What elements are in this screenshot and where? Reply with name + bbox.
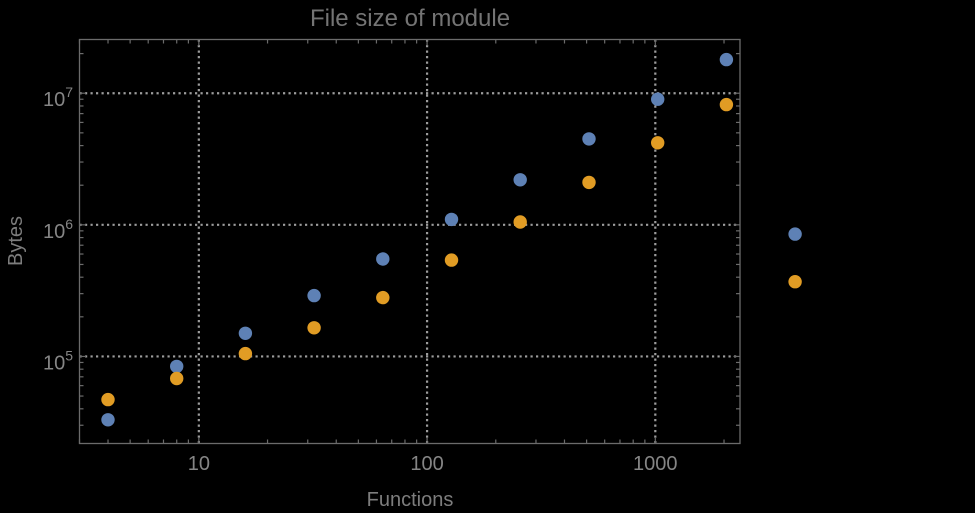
point-orange-16 <box>238 346 253 361</box>
point-orange-2048 <box>719 97 734 112</box>
point-blue-4 <box>101 413 115 427</box>
y-axis-label: Bytes <box>5 216 27 266</box>
point-orange-32 <box>307 321 321 335</box>
point-blue-16 <box>238 326 253 340</box>
y-tick-label: 106 <box>43 216 73 243</box>
x-tick-label: 10 <box>188 453 210 475</box>
x-axis-label: Functions <box>367 489 454 511</box>
chart-title: File size of module <box>310 5 510 32</box>
x-tick-label: 100 <box>410 453 443 475</box>
point-blue-2048 <box>719 52 734 67</box>
point-blue-8 <box>170 359 184 374</box>
gridlines <box>79 39 740 444</box>
point-blue-1024 <box>651 92 665 106</box>
point-blue-512 <box>582 132 596 146</box>
point-blue-64 <box>376 252 390 266</box>
point-orange-1024 <box>651 136 665 150</box>
tick-marks <box>78 39 740 444</box>
point-orange-64 <box>376 290 390 305</box>
tick-labels: 10 100 1000 105 106 107 <box>43 84 678 475</box>
y-tick-label: 107 <box>43 84 73 111</box>
point-blue-32 <box>307 288 321 303</box>
frame-rect <box>78 38 741 445</box>
point-orange-4 <box>101 392 115 407</box>
point-orange-8 <box>170 371 184 386</box>
x-tick-label: 1000 <box>633 453 678 475</box>
plot-frame <box>78 38 741 445</box>
point-blue-256 <box>513 173 527 187</box>
point-orange-256 <box>513 215 527 229</box>
point-orange-4096 <box>788 275 802 289</box>
data-points <box>101 52 802 427</box>
y-tick-label: 105 <box>43 347 73 374</box>
point-orange-512 <box>582 175 596 190</box>
point-orange-128 <box>444 253 459 267</box>
point-blue-128 <box>444 212 459 227</box>
point-blue-4096 <box>788 227 802 241</box>
